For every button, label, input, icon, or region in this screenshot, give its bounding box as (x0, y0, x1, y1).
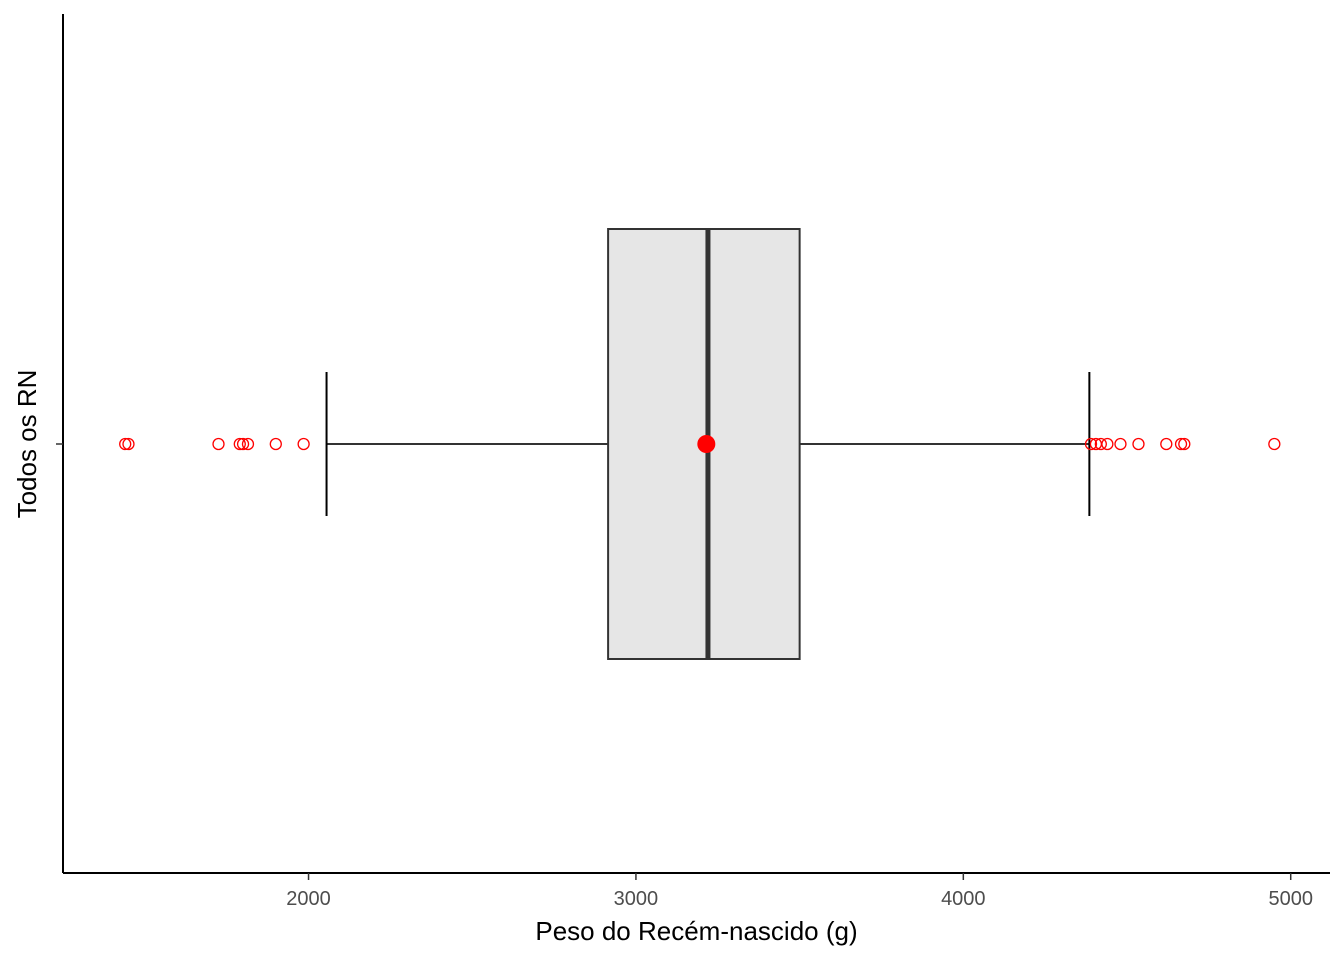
outlier-point (269, 437, 282, 451)
outlier-point (233, 437, 246, 451)
x-tick-label: 5000 (1268, 888, 1313, 910)
outlier-point (1174, 437, 1188, 451)
outlier-point (241, 437, 255, 451)
mean-point (697, 435, 716, 453)
outlier-point (1178, 437, 1191, 451)
outlier-point (1094, 437, 1107, 451)
x-tick-label: 2000 (286, 888, 331, 910)
outlier-point (1114, 437, 1127, 451)
outlier-point (1132, 437, 1145, 451)
outlier-point (212, 437, 225, 451)
outlier-point (1084, 437, 1098, 451)
outlier-point (1160, 437, 1173, 451)
x-axis-title: Peso do Recém-nascido (g) (535, 916, 857, 946)
outlier-point (119, 437, 132, 451)
outlier-point (1101, 437, 1114, 451)
outlier-point (297, 437, 310, 451)
y-axis-title: Todos os RN (12, 370, 42, 519)
outlier-point (122, 437, 135, 451)
plot-area (119, 228, 1281, 660)
x-axis-ticks: 2000 3000 4000 5000 (286, 873, 1313, 910)
x-tick-label: 4000 (941, 888, 986, 910)
outlier-point (1268, 437, 1281, 451)
outlier-point (236, 437, 250, 451)
x-tick-label: 3000 (614, 888, 659, 910)
